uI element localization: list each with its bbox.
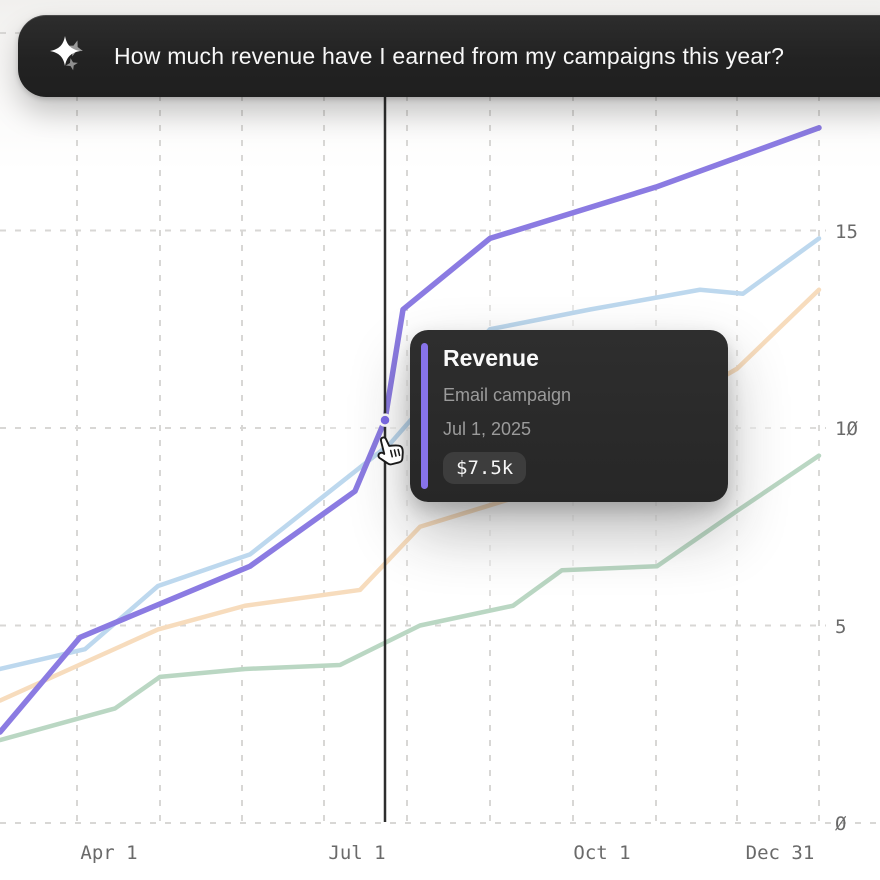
- y-axis-tick-0: Ø: [835, 813, 847, 835]
- banner-question-text: How much revenue have I earned from my c…: [114, 42, 785, 69]
- tooltip-title: Revenue: [443, 345, 539, 371]
- x-axis-tick-apr-1: Apr 1: [80, 842, 138, 864]
- tooltip-campaign-label: Email campaign: [443, 385, 572, 405]
- y-axis-tick-15: 15: [835, 220, 858, 243]
- x-axis-tick-dec-31: Dec 31: [745, 842, 815, 864]
- tooltip-series-accent-bar: [421, 343, 428, 489]
- chart-tooltip: Revenue Email campaign Jul 1, 2025 $7.5k: [410, 330, 728, 502]
- tooltip-value-badge: $7.5k: [443, 452, 527, 484]
- series-line-green: [0, 453, 822, 743]
- tooltip-date-label: Jul 1, 2025: [443, 419, 532, 439]
- series-line-blue: [0, 236, 822, 672]
- tooltip-body: Revenue Email campaign Jul 1, 2025 $7.5k: [443, 345, 571, 484]
- x-axis-tick-jul-1: Jul 1: [328, 842, 386, 864]
- hand-pointer-cursor-icon: [372, 433, 408, 471]
- highlighted-data-point[interactable]: [378, 413, 392, 427]
- x-axis-tick-oct-1: Oct 1: [573, 842, 631, 864]
- ai-question-banner[interactable]: How much revenue have I earned from my c…: [18, 15, 880, 97]
- y-axis-tick-10: 1Ø: [835, 418, 858, 440]
- sparkle-icon: [46, 32, 90, 81]
- y-axis-tick-5: 5: [835, 615, 847, 638]
